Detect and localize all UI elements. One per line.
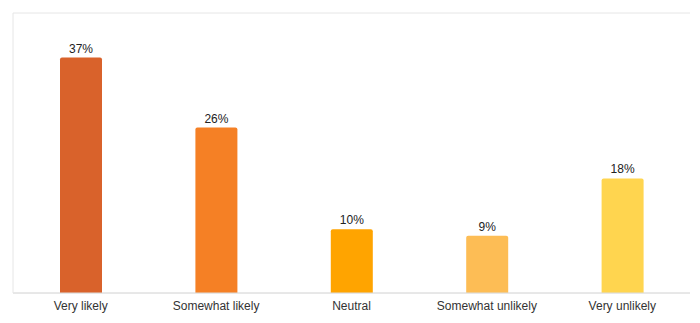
svg-text:37%: 37% <box>69 42 93 56</box>
svg-text:18%: 18% <box>611 162 635 176</box>
svg-text:Neutral: Neutral <box>332 299 371 313</box>
svg-text:Very likely: Very likely <box>54 299 108 313</box>
svg-text:Somewhat likely: Somewhat likely <box>173 299 260 313</box>
svg-text:Somewhat unlikely: Somewhat unlikely <box>437 299 537 313</box>
svg-text:Very unlikely: Very unlikely <box>589 299 656 313</box>
svg-text:26%: 26% <box>204 112 228 126</box>
svg-text:9%: 9% <box>479 220 497 234</box>
svg-text:10%: 10% <box>340 213 364 227</box>
